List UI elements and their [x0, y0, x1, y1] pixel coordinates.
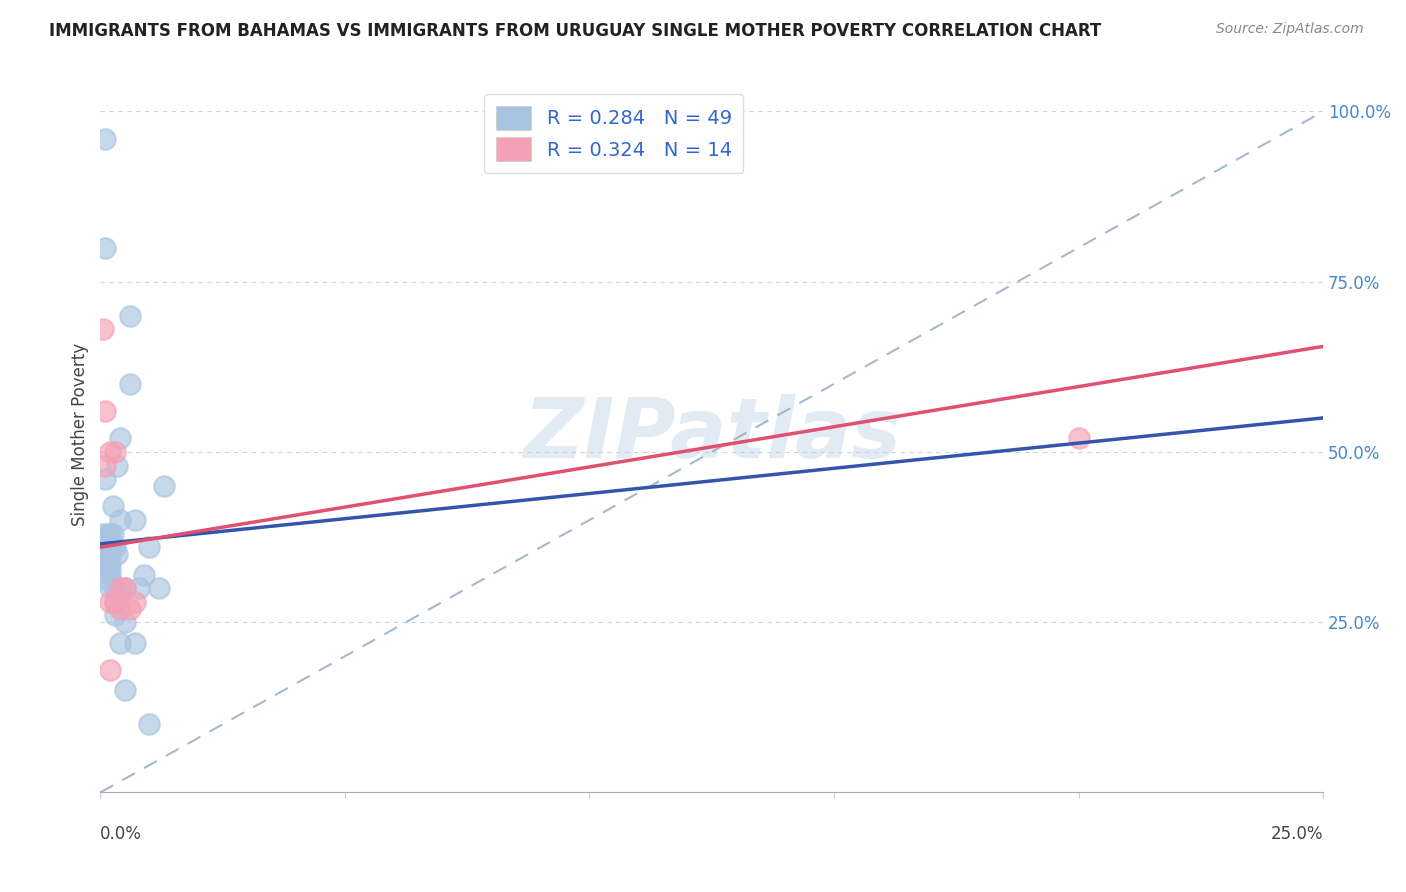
Point: [101, 500, 124, 514]
Point: [114, 615, 136, 630]
Point: [97, 533, 120, 548]
Text: IMMIGRANTS FROM BAHAMAS VS IMMIGRANTS FROM URUGUAY SINGLE MOTHER POVERTY CORRELA: IMMIGRANTS FROM BAHAMAS VS IMMIGRANTS FR…: [49, 22, 1101, 40]
Point: [104, 445, 127, 459]
Point: [98, 541, 121, 555]
Point: [101, 526, 124, 541]
Y-axis label: Single Mother Poverty: Single Mother Poverty: [72, 343, 89, 526]
Point: [96, 541, 118, 555]
Point: [104, 541, 127, 555]
Point: [98, 574, 121, 589]
Point: [114, 581, 136, 595]
Point: [97, 526, 120, 541]
Point: [124, 635, 146, 649]
Point: [1067, 431, 1090, 445]
Point: [124, 513, 146, 527]
Point: [118, 376, 141, 391]
Point: [94, 533, 117, 548]
Point: [98, 567, 121, 582]
Point: [108, 513, 131, 527]
Point: [96, 547, 118, 561]
Text: Source: ZipAtlas.com: Source: ZipAtlas.com: [1216, 22, 1364, 37]
Point: [98, 533, 121, 548]
Point: [94, 472, 117, 486]
Text: 25.0%: 25.0%: [1271, 824, 1323, 843]
Point: [104, 581, 127, 595]
Point: [104, 595, 127, 609]
Point: [97, 554, 120, 568]
Point: [96, 547, 118, 561]
Point: [108, 635, 131, 649]
Point: [94, 132, 117, 146]
Point: [134, 567, 156, 582]
Point: [97, 560, 120, 574]
Point: [118, 309, 141, 323]
Point: [98, 547, 121, 561]
Point: [91, 526, 114, 541]
Point: [98, 663, 121, 677]
Text: ZIPatlas: ZIPatlas: [523, 394, 901, 475]
Point: [108, 601, 131, 615]
Point: [128, 581, 150, 595]
Point: [104, 595, 127, 609]
Point: [114, 581, 136, 595]
Point: [98, 554, 121, 568]
Point: [138, 717, 160, 731]
Point: [108, 581, 131, 595]
Point: [108, 431, 131, 445]
Point: [138, 541, 160, 555]
Point: [107, 458, 129, 473]
Point: [107, 547, 129, 561]
Point: [94, 404, 117, 418]
Point: [153, 479, 176, 493]
Point: [93, 541, 115, 555]
Point: [96, 533, 118, 548]
Point: [104, 608, 127, 623]
Point: [94, 241, 117, 255]
Point: [98, 581, 121, 595]
Point: [97, 547, 120, 561]
Point: [94, 541, 117, 555]
Point: [98, 560, 121, 574]
Legend: R = 0.284   N = 49, R = 0.324   N = 14: R = 0.284 N = 49, R = 0.324 N = 14: [485, 95, 744, 173]
Point: [124, 595, 146, 609]
Point: [98, 595, 121, 609]
Point: [114, 683, 136, 698]
Text: 0.0%: 0.0%: [100, 824, 142, 843]
Point: [91, 322, 114, 336]
Point: [98, 445, 121, 459]
Point: [98, 526, 121, 541]
Point: [148, 581, 170, 595]
Point: [94, 458, 117, 473]
Point: [118, 601, 141, 615]
